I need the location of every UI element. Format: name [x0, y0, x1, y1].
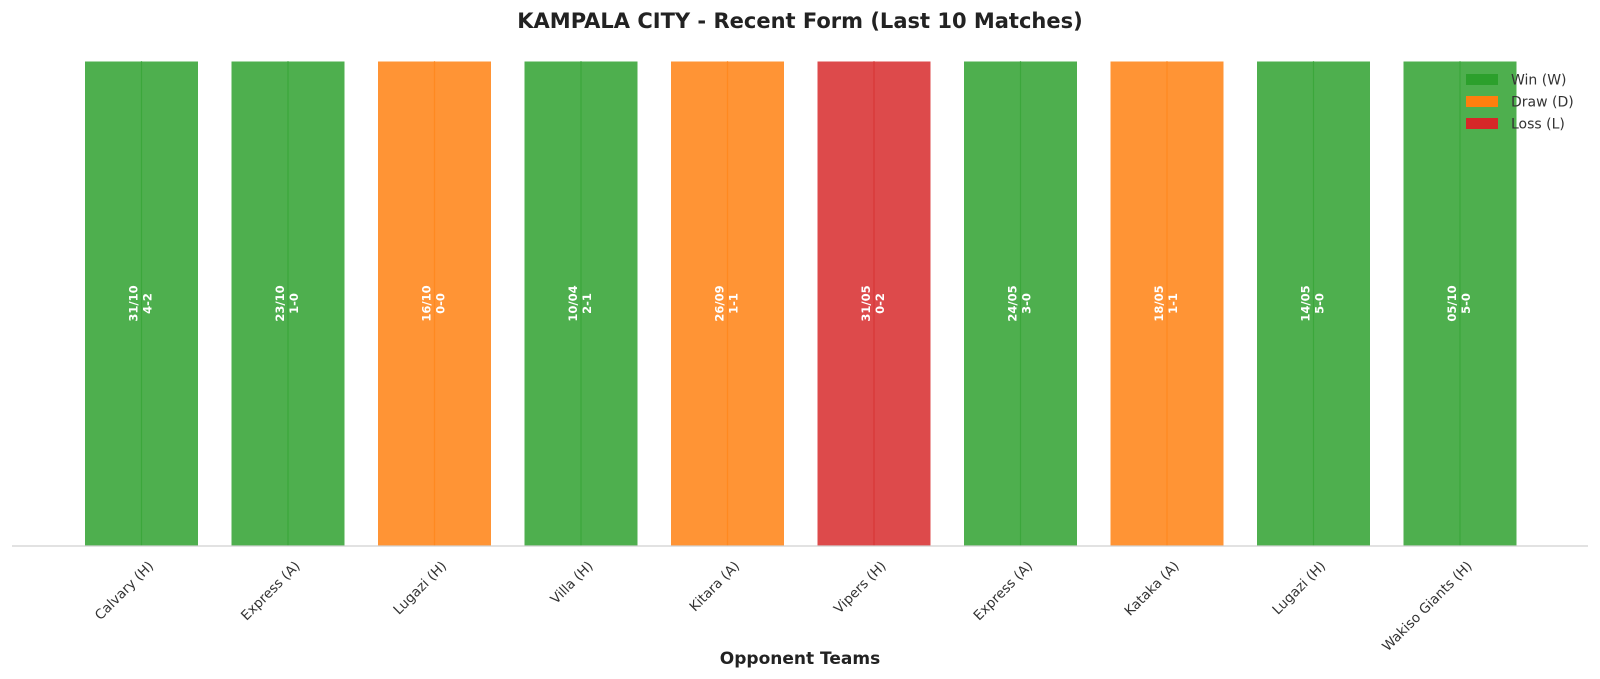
bar-date: 14/05	[1299, 285, 1313, 321]
bar-score: 5-0	[1313, 293, 1327, 314]
x-tick-label-4: Villa (H)	[548, 558, 597, 607]
bar-score: 5-0	[1459, 293, 1473, 314]
x-tick-label-10: Wakiso Giants (H)	[1379, 558, 1475, 654]
x-tick-label-3: Lugazi (H)	[390, 558, 450, 618]
x-tick-label-5: Kitara (A)	[686, 558, 743, 615]
x-tick-label-6: Vipers (H)	[831, 558, 890, 617]
x-tick-label-1: Calvary (H)	[92, 558, 157, 623]
bar-score: 1-0	[287, 293, 301, 314]
legend-swatch-loss-l	[1466, 118, 1498, 129]
bar-score: 1-1	[1166, 293, 1180, 314]
legend-swatch-win-w	[1466, 74, 1498, 85]
x-tick-label-7: Express (A)	[971, 558, 1037, 624]
bar-date: 24/05	[1006, 285, 1020, 321]
bar-date: 31/10	[127, 285, 141, 321]
bar-date: 23/10	[273, 285, 287, 321]
legend-label-draw-d: Draw (D)	[1511, 95, 1574, 111]
bars-layer: 31/104-2 23/101-0 16/100-0 10/042-1 26/091-1…	[84, 60, 1518, 547]
x-axis-label: Opponent Teams	[720, 649, 880, 669]
bar-score: 1-1	[727, 293, 741, 314]
bar-score: 2-1	[580, 293, 594, 314]
bar-score: 0-2	[873, 293, 887, 314]
legend: Win (W) Draw (D) Loss (L)	[1466, 73, 1574, 133]
legend-label-win-w: Win (W)	[1511, 73, 1567, 89]
bar-date: 16/10	[420, 285, 434, 321]
bar-date: 10/04	[566, 285, 580, 321]
bar-label-1: 31/104-2	[127, 285, 155, 321]
x-tick-label-2: Express (A)	[238, 558, 304, 624]
bar-score: 0-0	[434, 293, 448, 314]
bar-label-5: 26/091-1	[713, 285, 741, 321]
bar-date: 26/09	[713, 285, 727, 321]
x-tick-labels: Calvary (H) Express (A) Lugazi (H) Villa (H…	[92, 558, 1476, 654]
chart-title: KAMPALA CITY - Recent Form (Last 10 Matc…	[517, 9, 1082, 33]
bar-date: 31/05	[859, 285, 873, 321]
bar-score: 4-2	[141, 293, 155, 314]
bar-label-7: 24/053-0	[1006, 285, 1034, 321]
bar-label-9: 14/055-0	[1299, 285, 1327, 321]
bar-label-2: 23/101-0	[273, 285, 301, 321]
legend-label-loss-l: Loss (L)	[1511, 117, 1565, 133]
bar-label-10: 05/105-0	[1445, 285, 1473, 321]
x-tick-label-9: Lugazi (H)	[1269, 558, 1329, 618]
x-tick-label-8: Kataka (A)	[1122, 558, 1183, 619]
bar-label-6: 31/050-2	[859, 285, 887, 321]
bar-label-3: 16/100-0	[420, 285, 448, 321]
legend-swatch-draw-d	[1466, 96, 1498, 107]
bar-score: 3-0	[1020, 293, 1034, 314]
bar-date: 18/05	[1152, 285, 1166, 321]
bar-label-8: 18/051-1	[1152, 285, 1180, 321]
bar-label-4: 10/042-1	[566, 285, 594, 321]
bar-date: 05/10	[1445, 285, 1459, 321]
